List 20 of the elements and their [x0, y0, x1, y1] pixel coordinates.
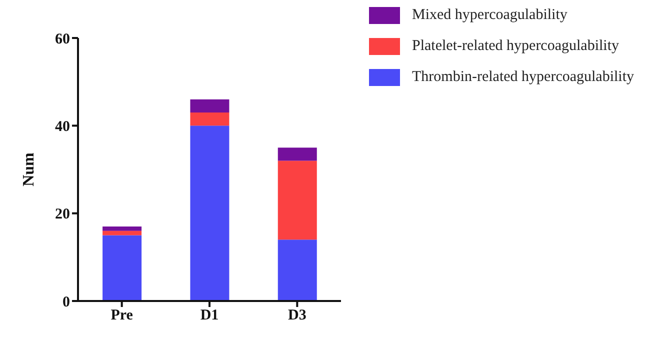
- y-tick-label: 20: [55, 206, 70, 223]
- bar: [102, 226, 142, 231]
- bar: [190, 112, 230, 126]
- y-tick-label: 60: [55, 31, 70, 48]
- legend-label: Platelet-related hypercoagulability: [412, 38, 619, 55]
- bar: [102, 235, 142, 301]
- bar: [278, 160, 317, 240]
- legend-label: Mixed hypercoagulability: [412, 7, 568, 24]
- bar: [190, 126, 230, 301]
- bar: [102, 230, 142, 236]
- x-tick-label: D1: [200, 308, 219, 324]
- y-tick-label: 40: [55, 118, 70, 135]
- bar: [278, 240, 317, 301]
- y-axis-title: Num: [20, 152, 38, 186]
- bar: [190, 99, 230, 113]
- x-tick-label: D3: [288, 308, 306, 324]
- legend-label: Thrombin-related hypercoagulability: [412, 69, 634, 86]
- y-tick-label: 0: [62, 294, 70, 310]
- bar: [278, 148, 317, 161]
- x-tick-label: Pre: [110, 308, 134, 324]
